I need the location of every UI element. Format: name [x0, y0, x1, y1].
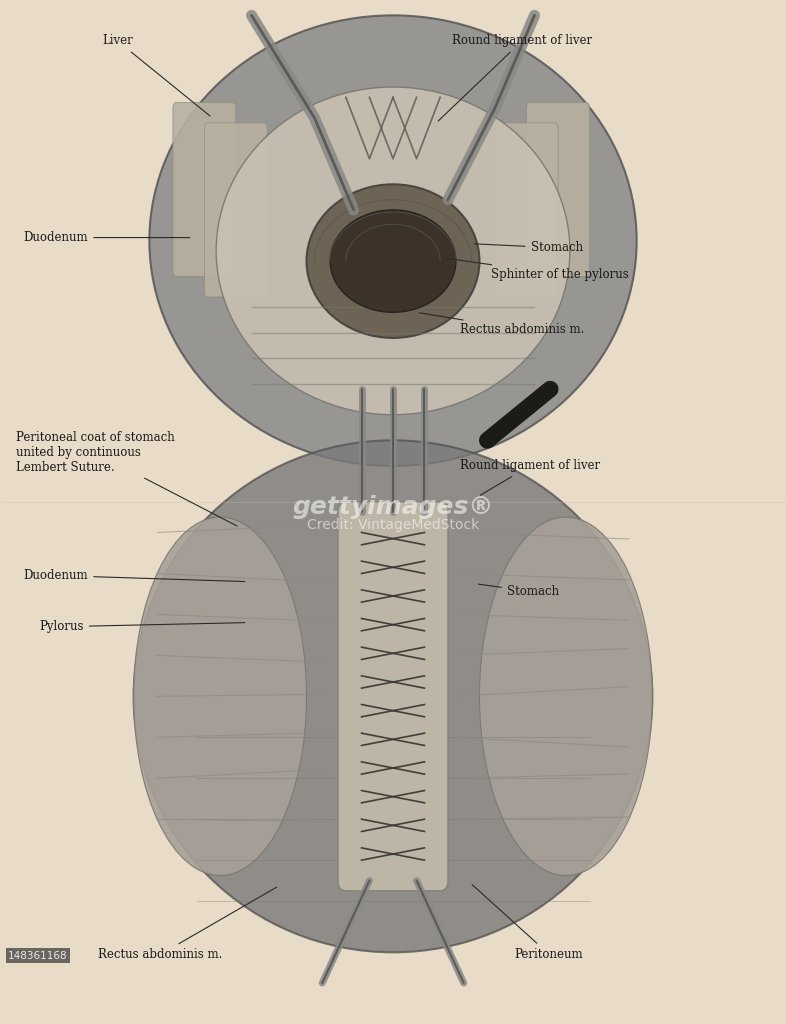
FancyBboxPatch shape [338, 502, 448, 891]
Text: Pylorus: Pylorus [39, 621, 244, 633]
Ellipse shape [479, 517, 652, 876]
Text: Round ligament of liver: Round ligament of liver [460, 460, 600, 496]
Text: Duodenum: Duodenum [24, 231, 189, 244]
FancyBboxPatch shape [173, 102, 236, 276]
FancyBboxPatch shape [527, 102, 590, 276]
Ellipse shape [307, 184, 479, 338]
Ellipse shape [216, 87, 570, 415]
Text: Liver: Liver [102, 35, 210, 116]
Ellipse shape [134, 440, 652, 952]
Ellipse shape [134, 517, 307, 876]
Text: Duodenum: Duodenum [24, 569, 244, 582]
Text: 148361168: 148361168 [8, 950, 68, 961]
Text: Sphinter of the pylorus: Sphinter of the pylorus [446, 258, 629, 281]
Text: Round ligament of liver: Round ligament of liver [439, 35, 592, 121]
FancyBboxPatch shape [204, 123, 267, 297]
Text: Credit: VintageMedStock: Credit: VintageMedStock [307, 518, 479, 532]
Text: Stomach: Stomach [475, 242, 582, 254]
Text: Stomach: Stomach [478, 584, 559, 598]
Text: Peritoneum: Peritoneum [472, 885, 583, 961]
Text: Rectus abdominis m.: Rectus abdominis m. [98, 887, 277, 961]
Ellipse shape [330, 210, 456, 312]
Text: Rectus abdominis m.: Rectus abdominis m. [419, 312, 584, 336]
Text: gettyimages®: gettyimages® [292, 495, 494, 519]
FancyBboxPatch shape [495, 123, 558, 297]
Text: Peritoneal coat of stomach
united by continuous
Lembert Suture.: Peritoneal coat of stomach united by con… [16, 431, 237, 526]
Ellipse shape [149, 15, 637, 466]
